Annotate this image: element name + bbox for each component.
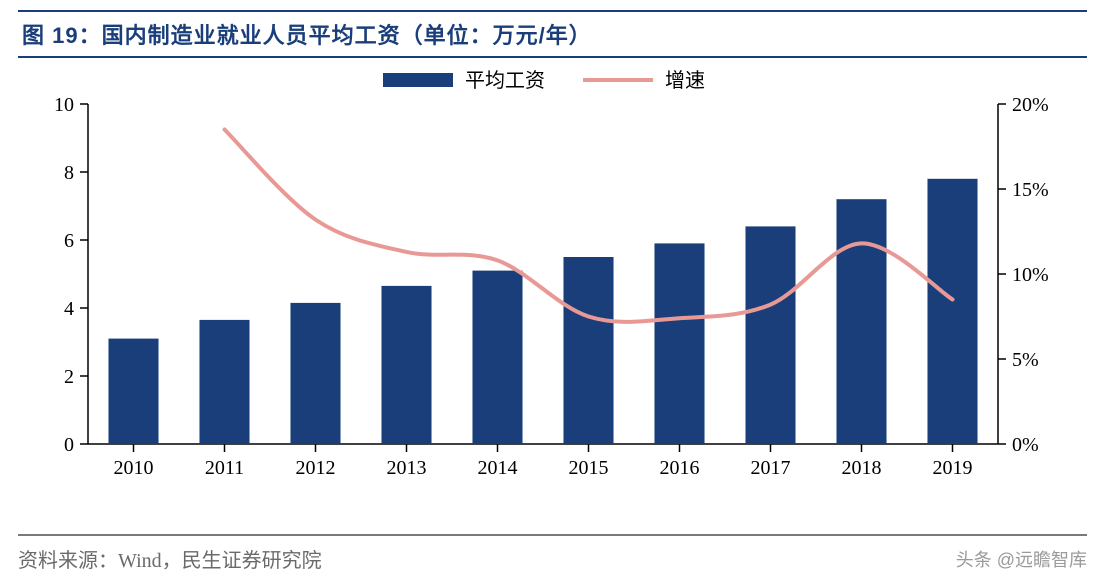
figure-frame: 图 19：国内制造业就业人员平均工资（单位：万元/年） 0 2 4 6 8 10 0% 5% 1…	[0, 0, 1105, 585]
svg-text:2011: 2011	[205, 457, 244, 479]
svg-text:20%: 20%	[1012, 94, 1049, 116]
svg-text:5%: 5%	[1012, 349, 1039, 371]
bar	[381, 286, 431, 444]
svg-text:2019: 2019	[933, 457, 973, 479]
svg-text:2013: 2013	[387, 457, 427, 479]
wage-chart-svg: 0 2 4 6 8 10 0% 5% 10% 15% 20% 2010 2011 2012 2013 2014…	[18, 64, 1078, 494]
svg-text:2010: 2010	[114, 457, 154, 479]
svg-text:2012: 2012	[296, 457, 336, 479]
svg-text:6: 6	[64, 230, 74, 252]
figure-title: 图 19：国内制造业就业人员平均工资（单位：万元/年）	[18, 10, 1087, 58]
bars-group	[108, 179, 977, 444]
svg-text:0: 0	[64, 434, 74, 456]
svg-text:10: 10	[54, 94, 74, 116]
bar	[836, 199, 886, 444]
bar	[199, 320, 249, 444]
legend-bar-label: 平均工资	[465, 69, 545, 92]
bar	[108, 339, 158, 444]
svg-text:2014: 2014	[478, 457, 518, 479]
svg-text:4: 4	[64, 298, 74, 320]
svg-text:2016: 2016	[660, 457, 700, 479]
legend-line-label: 增速	[665, 69, 705, 92]
bar	[745, 226, 795, 444]
source-row: 资料来源：Wind，民生证券研究院 头条 @远瞻智库	[18, 534, 1087, 573]
legend-bar-swatch	[383, 73, 453, 87]
svg-text:2017: 2017	[751, 457, 791, 479]
source-label: 资料来源：Wind，民生证券研究院	[18, 544, 322, 573]
svg-text:2018: 2018	[842, 457, 882, 479]
bar	[290, 303, 340, 444]
bar	[654, 243, 704, 444]
svg-text:10%: 10%	[1012, 264, 1049, 286]
bar	[563, 257, 613, 444]
svg-text:8: 8	[64, 162, 74, 184]
svg-text:15%: 15%	[1012, 179, 1049, 201]
bar	[472, 271, 522, 444]
watermark: 头条 @远瞻智库	[956, 546, 1087, 572]
bar	[927, 179, 977, 444]
svg-text:2015: 2015	[569, 457, 609, 479]
svg-text:0%: 0%	[1012, 434, 1039, 456]
svg-text:2: 2	[64, 366, 74, 388]
chart-area: 0 2 4 6 8 10 0% 5% 10% 15% 20% 2010 2011 2012 2013 2014…	[18, 64, 1087, 534]
